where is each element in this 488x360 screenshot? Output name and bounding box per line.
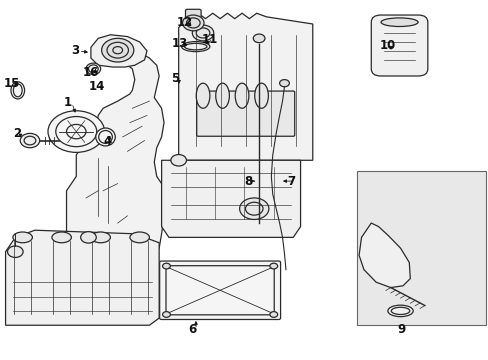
Circle shape	[162, 312, 170, 318]
Ellipse shape	[96, 128, 115, 146]
Circle shape	[269, 263, 277, 269]
Text: 14: 14	[89, 80, 105, 93]
FancyBboxPatch shape	[185, 9, 201, 19]
Ellipse shape	[13, 232, 32, 243]
Ellipse shape	[254, 83, 268, 108]
Circle shape	[279, 80, 289, 87]
Bar	[356, 171, 485, 325]
Text: 8: 8	[244, 175, 251, 188]
Circle shape	[269, 312, 277, 318]
Circle shape	[170, 154, 186, 166]
Ellipse shape	[86, 63, 101, 75]
Circle shape	[192, 25, 213, 41]
Polygon shape	[5, 230, 159, 325]
Circle shape	[239, 198, 268, 220]
Circle shape	[162, 263, 170, 269]
Ellipse shape	[380, 18, 417, 27]
FancyBboxPatch shape	[196, 91, 294, 136]
Text: 6: 6	[188, 323, 196, 336]
Ellipse shape	[11, 82, 24, 99]
Circle shape	[20, 134, 40, 148]
Circle shape	[81, 231, 96, 243]
Ellipse shape	[215, 83, 229, 108]
Polygon shape	[161, 160, 300, 237]
Text: 10: 10	[379, 39, 395, 52]
Ellipse shape	[387, 305, 412, 317]
Circle shape	[48, 111, 104, 152]
Circle shape	[7, 246, 23, 257]
Ellipse shape	[235, 83, 248, 108]
Text: 11: 11	[201, 32, 217, 46]
Polygon shape	[66, 47, 166, 260]
Text: 16: 16	[82, 66, 99, 79]
Text: 5: 5	[171, 72, 179, 85]
Text: 2: 2	[13, 127, 21, 140]
Circle shape	[102, 39, 134, 62]
Ellipse shape	[130, 232, 149, 243]
Text: 7: 7	[286, 175, 294, 188]
FancyBboxPatch shape	[370, 15, 427, 76]
Circle shape	[182, 15, 203, 31]
Polygon shape	[91, 35, 147, 67]
Text: 12: 12	[177, 16, 193, 29]
Text: 4: 4	[103, 135, 112, 148]
Text: 13: 13	[172, 37, 188, 50]
FancyBboxPatch shape	[159, 261, 280, 319]
Text: 3: 3	[71, 44, 79, 57]
Ellipse shape	[52, 232, 71, 243]
Ellipse shape	[91, 232, 110, 243]
Polygon shape	[358, 223, 409, 288]
Text: 15: 15	[4, 77, 20, 90]
Ellipse shape	[196, 83, 209, 108]
Ellipse shape	[181, 41, 209, 51]
Circle shape	[253, 34, 264, 42]
Text: 1: 1	[64, 96, 72, 109]
Polygon shape	[178, 13, 312, 160]
Text: 9: 9	[397, 323, 405, 336]
